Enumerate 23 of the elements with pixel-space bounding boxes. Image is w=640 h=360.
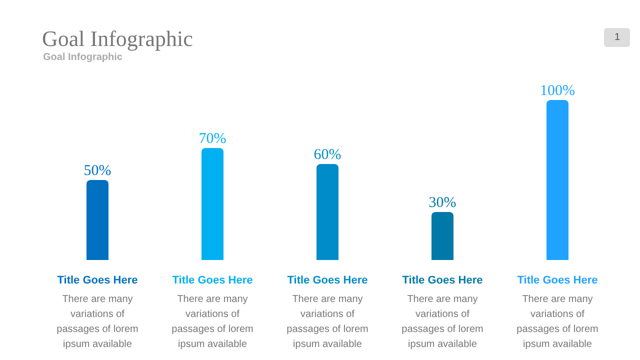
text: There are many variations of passages of lorem ipsum available <box>286 293 370 352</box>
text: There are many variations of passages of lorem ipsum available <box>170 293 254 352</box>
text: There are many variations of passages of lorem ipsum available <box>516 293 600 352</box>
x-tick-label: Title Goes Here <box>517 274 598 286</box>
x-tick-label: Title Goes Here <box>402 274 483 286</box>
data-label: 100% <box>540 83 575 99</box>
bar <box>202 148 224 260</box>
data-label: 30% <box>428 195 456 211</box>
data-label: 70% <box>198 131 226 147</box>
x-tick-label: Title Goes Here <box>287 274 368 286</box>
bar <box>432 212 454 260</box>
bar <box>316 164 338 260</box>
chart-subtitle: Goal Infographic <box>43 52 122 63</box>
text: There are many variations of passages of lorem ipsum available <box>400 293 484 352</box>
text: 1 <box>604 28 630 47</box>
text: There are many variations of passages of lorem ipsum available <box>56 293 140 352</box>
bar <box>546 100 568 260</box>
bar <box>86 180 108 260</box>
data-label: 60% <box>314 147 342 163</box>
chart-title: Goal Infographic <box>42 26 193 52</box>
x-tick-label: Title Goes Here <box>57 274 138 286</box>
x-tick-label: Title Goes Here <box>172 274 253 286</box>
data-label: 50% <box>84 163 112 179</box>
